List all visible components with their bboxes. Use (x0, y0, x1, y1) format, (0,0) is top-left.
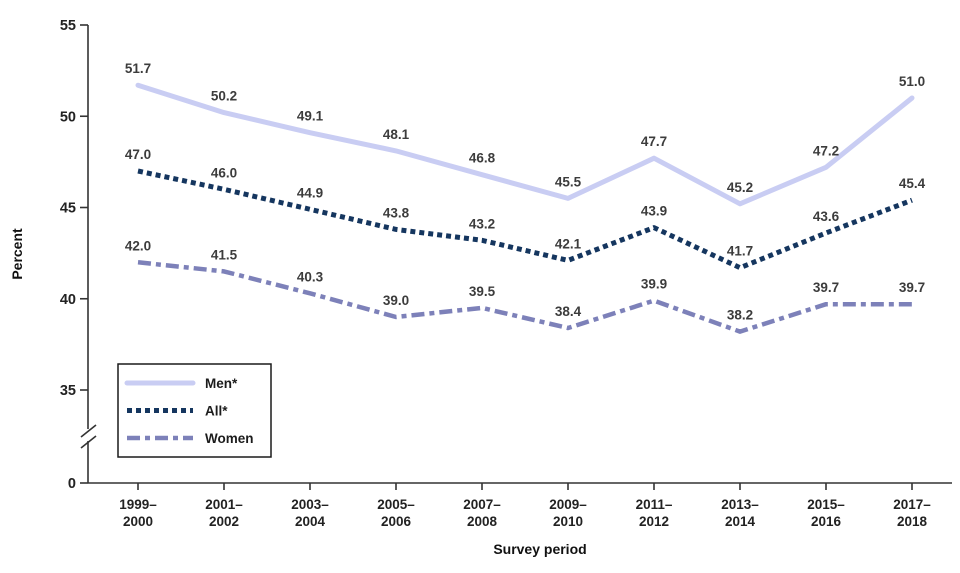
data-point-label: 39.0 (383, 293, 409, 308)
x-tick-label: 2012 (639, 514, 669, 529)
legend-label: Women (205, 431, 254, 446)
data-point-label: 45.5 (555, 174, 582, 189)
y-tick-label: 55 (60, 18, 76, 34)
x-tick-label: 2017– (893, 497, 931, 512)
data-point-label: 49.1 (297, 109, 324, 124)
y-tick-label: 0 (68, 476, 76, 492)
y-tick-label: 35 (60, 383, 76, 399)
x-tick-label: 1999– (119, 497, 157, 512)
x-tick-label: 2018 (897, 514, 928, 529)
data-point-label: 51.7 (125, 61, 151, 76)
data-point-label: 42.0 (125, 238, 151, 253)
data-point-label: 42.1 (555, 236, 582, 251)
data-point-label: 39.7 (899, 280, 925, 295)
data-point-label: 43.2 (469, 216, 495, 231)
series-line-women (137, 260, 912, 334)
y-tick-label: 50 (60, 109, 76, 125)
x-tick-label: 2010 (553, 514, 583, 529)
axis-break-icon (80, 435, 97, 449)
data-point-label: 43.6 (813, 209, 840, 224)
y-tick-label: 45 (60, 201, 76, 217)
data-point-label: 48.1 (383, 127, 410, 142)
data-point-label: 43.8 (383, 205, 410, 220)
data-point-label: 47.2 (813, 143, 839, 158)
data-point-label: 44.9 (297, 185, 323, 200)
x-tick-label: 2014 (725, 514, 756, 529)
x-tick-label: 2003– (291, 497, 329, 512)
data-point-label: 38.2 (727, 308, 753, 323)
x-tick-label: 2006 (381, 514, 412, 529)
x-tick-label: 2001– (205, 497, 243, 512)
x-tick-label: 2009– (549, 497, 587, 512)
x-tick-label: 2004 (295, 514, 326, 529)
data-point-label: 39.5 (469, 284, 496, 299)
series-line-men (135, 82, 915, 207)
data-point-label: 41.5 (211, 247, 238, 262)
data-point-label: 45.4 (899, 176, 926, 191)
data-point-label: 41.7 (727, 244, 753, 259)
y-axis-title: Percent (9, 228, 25, 280)
data-point-label: 47.0 (125, 147, 151, 162)
data-point-label: 38.4 (555, 304, 582, 319)
legend-label: Men* (205, 376, 238, 391)
x-tick-label: 2016 (811, 514, 842, 529)
data-point-label: 51.0 (899, 74, 925, 89)
data-point-label: 40.3 (297, 269, 324, 284)
data-point-label: 39.7 (813, 280, 839, 295)
x-tick-label: 2000 (123, 514, 153, 529)
data-point-label: 47.7 (641, 134, 667, 149)
data-point-label: 50.2 (211, 89, 237, 104)
data-point-label: 45.2 (727, 180, 753, 195)
axis-break-icon (80, 424, 97, 438)
data-point-label: 46.0 (211, 165, 237, 180)
legend-box (117, 363, 272, 458)
x-tick-label: 2007– (463, 497, 501, 512)
x-tick-label: 2005– (377, 497, 415, 512)
y-tick-label: 40 (60, 292, 76, 308)
x-tick-label: 2008 (467, 514, 498, 529)
x-tick-label: 2015– (807, 497, 845, 512)
legend-label: All* (205, 404, 228, 419)
x-tick-label: 2011– (636, 497, 673, 512)
data-point-label: 46.8 (469, 151, 496, 166)
x-tick-label: 2013– (721, 497, 759, 512)
data-point-label: 43.9 (641, 204, 667, 219)
x-axis-title: Survey period (493, 541, 587, 557)
x-tick-label: 2002 (209, 514, 239, 529)
data-point-label: 39.9 (641, 277, 667, 292)
